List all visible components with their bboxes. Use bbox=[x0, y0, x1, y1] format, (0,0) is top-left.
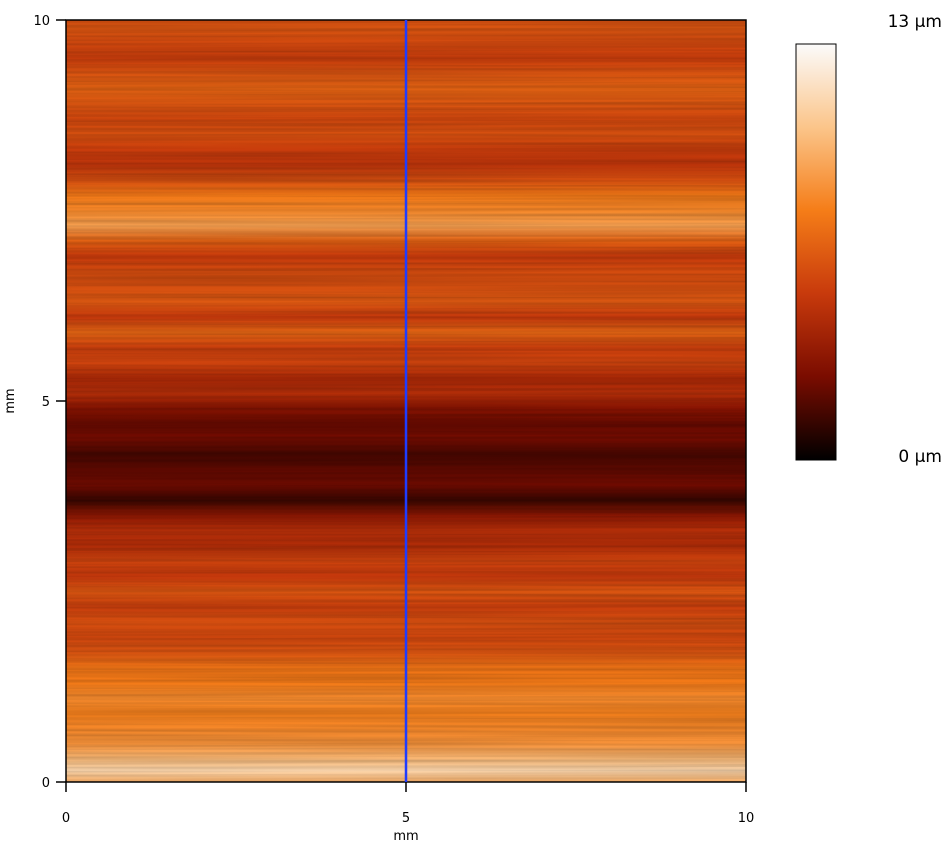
colorbar-max-label: 13 µm bbox=[888, 12, 942, 32]
y-axis: 0 5 10 bbox=[33, 14, 66, 791]
x-axis: 0 5 10 bbox=[62, 782, 754, 826]
x-axis-title: mm bbox=[393, 829, 418, 844]
y-axis-title: mm bbox=[3, 388, 18, 413]
y-tick-label: 5 bbox=[42, 395, 50, 410]
y-tick-label: 0 bbox=[42, 776, 50, 791]
y-tick-label: 10 bbox=[33, 14, 50, 29]
x-tick-label: 10 bbox=[738, 811, 755, 826]
colorbar: 13 µm 0 µm bbox=[795, 12, 942, 467]
x-tick-label: 0 bbox=[62, 811, 70, 826]
colorbar-scale bbox=[795, 43, 837, 461]
colorbar-min-label: 0 µm bbox=[898, 447, 942, 467]
x-tick-label: 5 bbox=[402, 811, 410, 826]
